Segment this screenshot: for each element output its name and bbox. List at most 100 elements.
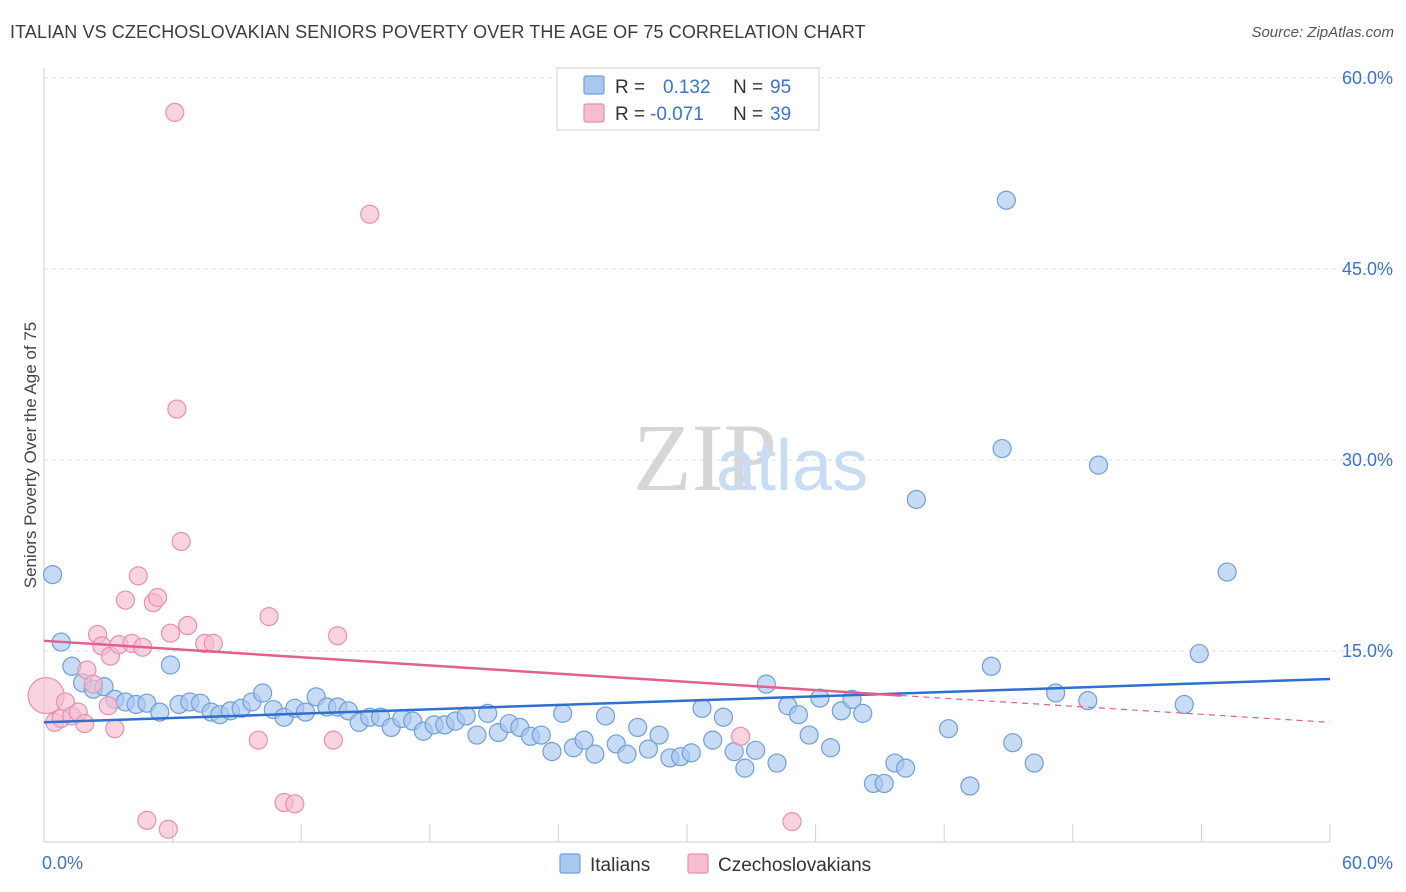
italians-point: [713, 707, 734, 727]
bottom-legend-italians: Italians: [590, 855, 650, 876]
italians-point: [767, 753, 787, 773]
italians-point: [874, 773, 894, 794]
italians-point: [1217, 562, 1237, 582]
italians-point: [574, 730, 594, 750]
czechoslovakians-point: [171, 531, 191, 552]
italians-point: [981, 656, 1001, 676]
trend-lines: [43, 639, 1331, 724]
italians-point: [456, 706, 476, 726]
italians-point: [42, 564, 63, 585]
italians-point: [745, 740, 766, 760]
italians-point: [788, 705, 809, 725]
legend-n-label: N =: [733, 77, 763, 98]
italians-point: [478, 703, 498, 723]
czechoslovakians-point: [328, 626, 348, 646]
italians-point: [906, 489, 926, 510]
chart-source: Source: ZipAtlas.com: [1251, 24, 1394, 41]
czechoslovakians-point: [115, 590, 136, 610]
series-italians: [42, 190, 1237, 796]
italians-point: [692, 698, 712, 718]
italians-point: [585, 744, 605, 764]
y-tick-label: 30.0%: [1342, 450, 1393, 470]
czechoslovakians-point: [160, 623, 181, 643]
czechoslovakians-point: [137, 810, 157, 830]
italians-trend-line: [43, 677, 1331, 724]
legend-n-value: 95: [770, 77, 791, 98]
italians-point: [938, 719, 959, 739]
y-axis-label: Seniors Poverty Over the Age of 75: [21, 322, 40, 588]
bottom-legend: Italians Czechoslovakians: [559, 853, 871, 876]
czechoslovakians-point: [105, 719, 125, 739]
italians-point: [960, 776, 980, 796]
legend: R = 0.132 N = 95 R = -0.071 N = 39: [556, 67, 820, 131]
italians-point: [896, 758, 916, 778]
italians-point: [703, 730, 723, 750]
czechoslovakians-point: [165, 102, 185, 122]
tick-labels: 15.0% 30.0% 45.0% 60.0% 0.0% 60.0%: [42, 68, 1393, 873]
italians-point: [1046, 683, 1066, 703]
chart-title: ITALIAN VS CZECHOSLOVAKIAN SENIORS POVER…: [10, 22, 866, 42]
italians-point: [553, 703, 573, 723]
y-tick-label: 45.0%: [1342, 259, 1393, 279]
czechoslovakians-point: [178, 615, 198, 636]
czechoslovakians-point: [203, 633, 223, 653]
czechoslovakians-point: [323, 730, 343, 750]
italians-point: [1088, 455, 1109, 475]
czechoslovakians-point: [285, 794, 305, 814]
legend-r-label: R =: [615, 77, 645, 98]
italians-point: [1189, 643, 1209, 664]
italians-point: [617, 744, 637, 764]
italians-point: [595, 706, 616, 726]
czechoslovakians-point: [158, 819, 178, 839]
legend-n-label: N =: [733, 104, 763, 125]
italians-point: [996, 190, 1016, 210]
czechoslovakians-point: [360, 204, 380, 224]
gridlines: [44, 77, 1395, 652]
italians-point: [467, 725, 487, 745]
italians-point: [253, 683, 273, 703]
italians-point: [160, 655, 181, 675]
czechoslovakians-point: [75, 713, 95, 734]
watermark-atlas: atlas: [716, 426, 868, 506]
italians-point: [628, 717, 648, 738]
czechoslovakians-point: [259, 607, 279, 627]
y-tick-label: 60.0%: [1342, 68, 1393, 88]
legend-r-value: -0.071: [650, 104, 704, 125]
czechoslovakians-point: [83, 674, 103, 694]
italians-point: [1024, 753, 1044, 773]
italians-point: [1174, 694, 1194, 715]
bottom-legend-swatch-czechoslovakians: [687, 853, 709, 874]
czechoslovakians-point: [167, 399, 187, 419]
italians-point: [531, 725, 551, 745]
x-tick-label: 0.0%: [42, 853, 83, 873]
italians-point: [638, 739, 659, 759]
y-tick-label: 15.0%: [1342, 641, 1393, 661]
italians-point: [992, 438, 1012, 459]
italians-point: [649, 725, 669, 745]
czechoslovakians-point: [730, 726, 751, 746]
legend-swatch-czechoslovakians: [583, 103, 605, 123]
czechoslovakians-point: [128, 566, 148, 586]
legend-r-value: 0.132: [663, 77, 711, 98]
italians-point: [1078, 691, 1098, 711]
legend-swatch-italians: [583, 75, 605, 95]
watermark-zip: ZIP: [633, 404, 777, 511]
italians-point: [853, 703, 873, 723]
watermark: ZIP atlas: [633, 404, 868, 511]
legend-n-value: 39: [770, 104, 791, 125]
czechoslovakians-point: [248, 730, 268, 750]
italians-point: [799, 725, 819, 745]
italians-point: [756, 674, 776, 694]
italians-point: [735, 758, 755, 778]
italians-point: [681, 743, 701, 763]
legend-r-label: R =: [615, 104, 645, 125]
bottom-legend-swatch-italians: [559, 853, 581, 874]
italians-point: [821, 738, 841, 758]
czechoslovakians-trend-extension: [901, 694, 1331, 723]
czechoslovakians-point: [782, 812, 802, 832]
series-czechoslovakians: [27, 102, 802, 839]
x-tick-label: 60.0%: [1342, 853, 1393, 873]
italians-point: [150, 702, 170, 722]
czechoslovakians-point: [147, 587, 168, 608]
